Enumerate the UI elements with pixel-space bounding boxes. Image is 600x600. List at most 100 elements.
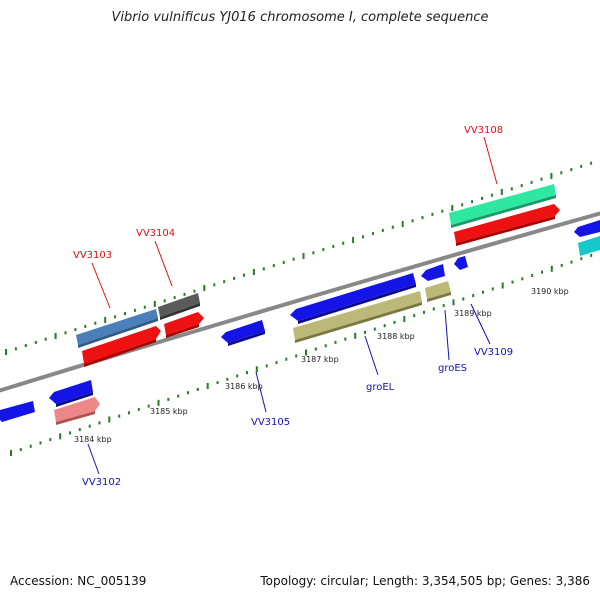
lower-track-tick: [423, 310, 425, 314]
upper-track-tick: [371, 232, 374, 236]
leader-groel: [364, 335, 379, 376]
gene-shadow: [78, 318, 158, 348]
gene-vv3108-red[interactable]: [454, 204, 560, 246]
label-vv3102[interactable]: VV3102: [82, 477, 121, 488]
chromosome-backbone: [0, 211, 600, 393]
lower-track-tick: [128, 411, 130, 415]
upper-track-tick: [580, 164, 583, 168]
leader-vv3103: [91, 262, 111, 309]
gene-vv3109[interactable]: [454, 256, 468, 270]
label-groes[interactable]: groES: [438, 363, 467, 374]
leader-vv3105: [255, 371, 267, 413]
upper-track-tick: [520, 184, 523, 188]
upper-track-tick: [223, 280, 226, 284]
upper-track-tick: [54, 333, 57, 339]
lower-track-tick: [501, 282, 504, 289]
upper-track-tick: [312, 251, 315, 255]
upper-track-tick: [163, 299, 166, 303]
label-vv3109[interactable]: VV3109: [474, 347, 513, 358]
upper-track-tick: [362, 235, 364, 239]
gene-right-edge-blue[interactable]: [574, 220, 600, 237]
gene-vv3104-red[interactable]: [164, 312, 204, 338]
lower-track-tick: [472, 294, 475, 298]
gene-right-edge-cyan[interactable]: [578, 236, 600, 256]
gene-vv3102-blue[interactable]: [49, 380, 93, 407]
label-vv3104[interactable]: VV3104: [136, 228, 175, 239]
upper-track-tick: [590, 161, 593, 165]
lower-track-tick: [69, 431, 71, 435]
lower-track-tick: [108, 416, 111, 423]
upper-track-tick: [401, 221, 404, 227]
upper-track-tick: [183, 292, 186, 296]
upper-track-tick: [262, 267, 265, 271]
gene-vv3104[interactable]: [158, 293, 200, 320]
upper-track-tick: [5, 349, 7, 355]
lower-track-tick: [432, 307, 435, 311]
gene-vv3108-mint[interactable]: [449, 184, 556, 228]
scale-label: 3184 kbp: [74, 435, 112, 444]
upper-track-tick: [550, 173, 553, 179]
map-title: Vibrio vulnificus YJ016 chromosome I, co…: [111, 10, 489, 25]
upper-track-tick: [490, 193, 493, 197]
gene-groes[interactable]: [425, 281, 451, 302]
gene-groes-blue[interactable]: [421, 264, 445, 281]
upper-track-tick: [471, 200, 474, 204]
lower-track-tick: [19, 448, 22, 452]
upper-track-tick: [84, 324, 87, 328]
gene-groel-blue[interactable]: [290, 273, 416, 324]
lower-track-tick: [49, 438, 52, 442]
lower-track-tick: [177, 394, 180, 398]
label-vv3105[interactable]: VV3105: [251, 417, 290, 428]
upper-track-tick: [74, 328, 77, 332]
lower-track-tick: [39, 441, 42, 445]
gene-vv3102[interactable]: [54, 397, 100, 425]
lower-track-tick: [246, 371, 248, 375]
lower-track-tick: [187, 391, 189, 395]
upper-track-tick: [381, 228, 384, 232]
gene-bar: [76, 309, 158, 345]
label-vv3108[interactable]: VV3108: [464, 125, 503, 136]
upper-track-tick: [570, 168, 573, 172]
upper-track-tick: [14, 347, 17, 351]
lower-track-tick: [59, 433, 62, 440]
lower-track-tick: [373, 327, 376, 331]
lower-track-tick: [98, 421, 101, 425]
lower-track-tick: [462, 297, 465, 301]
topology-text: Topology: circular; Length: 3,354,505 bp…: [260, 574, 590, 588]
leader-vv3108: [483, 136, 498, 185]
lower-track-tick: [196, 387, 199, 391]
lower-track-tick: [491, 287, 494, 291]
gene-vv3103[interactable]: [76, 309, 158, 348]
lower-track-tick: [403, 316, 406, 322]
leader-vv3104: [154, 240, 173, 287]
scale-label: 3187 kbp: [301, 355, 339, 364]
lower-track-tick: [226, 377, 229, 381]
gene-left-edge-blue[interactable]: [0, 401, 35, 422]
lower-track-tick: [521, 277, 524, 281]
gene-groel[interactable]: [293, 291, 422, 343]
scale-label: 3186 kbp: [225, 382, 263, 391]
lower-track-tick: [10, 450, 12, 456]
gene-vv3103-red[interactable]: [82, 326, 161, 367]
lower-track-tick: [393, 320, 396, 324]
scale-label: 3185 kbp: [150, 407, 188, 416]
lower-track-tick: [452, 299, 455, 306]
lower-track-tick: [88, 424, 91, 428]
lower-track-tick: [354, 332, 357, 339]
lower-track-tick: [78, 428, 81, 432]
upper-track-tick: [34, 340, 37, 344]
upper-track-tick: [560, 171, 563, 175]
lower-track-tick: [295, 354, 298, 358]
upper-track-tick: [24, 344, 27, 348]
scale-labels: 3184 kbp 3185 kbp 3186 kbp 3187 kbp 3188…: [74, 287, 569, 444]
gene-vv3105[interactable]: [221, 320, 265, 346]
upper-track-tick: [203, 285, 206, 291]
label-groel[interactable]: groEL: [366, 382, 395, 393]
upper-track-tick: [243, 273, 245, 277]
lower-track-tick: [413, 314, 416, 318]
accession-text: Accession: NC_005139: [10, 574, 147, 588]
lower-track-tick: [118, 414, 121, 418]
lower-track-tick: [324, 344, 327, 348]
label-vv3103[interactable]: VV3103: [73, 250, 112, 261]
lower-track-tick: [29, 444, 32, 448]
